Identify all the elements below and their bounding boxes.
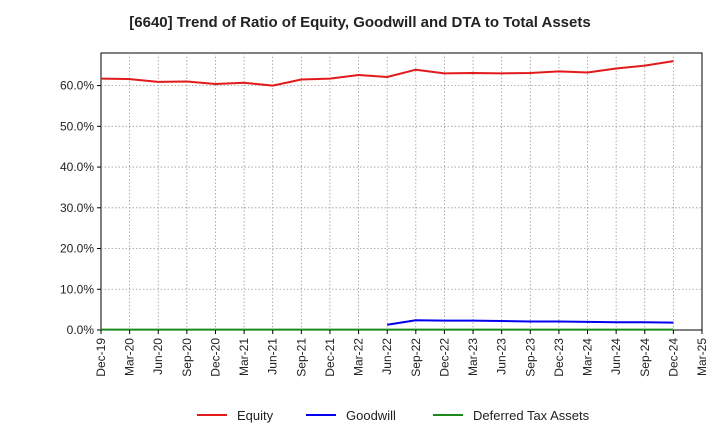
y-tick-label: 40.0% [60,160,94,174]
series-line-equity [100,60,674,87]
y-tick-label: 20.0% [60,242,94,256]
series-lines [100,60,674,331]
x-tick-label: Dec-24 [666,338,680,377]
plot-area [100,52,703,331]
x-tick-label: Jun-20 [151,338,165,375]
series-line-goodwill [387,319,674,326]
x-tick-label: Mar-20 [123,338,137,376]
x-tick-label: Dec-20 [208,338,222,377]
legend-label-goodwill: Goodwill [346,408,396,423]
y-tick-label: 50.0% [60,119,94,133]
x-tick-label: Jun-24 [609,338,623,375]
x-tick-label: Jun-23 [495,338,509,375]
x-tick-label: Sep-21 [294,338,308,377]
y-axis: 0.0% 10.0% 20.0% 30.0% 40.0% 50.0% 60.0% [60,79,101,337]
x-tick-label: Mar-22 [352,338,366,376]
legend-label-equity: Equity [237,408,274,423]
y-tick-label: 10.0% [60,282,94,296]
x-tick-label: Dec-22 [437,338,451,377]
x-tick-label: Mar-24 [581,338,595,376]
y-tick-label: 30.0% [60,201,94,215]
x-tick-label: Sep-23 [523,338,537,377]
x-tick-label: Sep-22 [409,338,423,377]
x-tick-label: Dec-19 [94,338,108,377]
legend-label-deferred-tax-assets: Deferred Tax Assets [473,408,590,423]
x-tick-label: Dec-23 [552,338,566,377]
chart-title: [6640] Trend of Ratio of Equity, Goodwil… [129,14,591,31]
x-tick-label: Jun-21 [266,338,280,375]
legend: Equity Goodwill Deferred Tax Assets [197,408,590,423]
x-tick-label: Sep-24 [638,338,652,377]
x-tick-label: Mar-23 [466,338,480,376]
y-tick-label: 0.0% [67,323,95,337]
x-tick-label: Jun-22 [380,338,394,375]
x-tick-label: Mar-25 [695,338,709,376]
x-axis: Dec-19 Mar-20 Jun-20 Sep-20 Dec-20 Mar-21 Jun-… [94,330,709,377]
x-tick-label: Mar-21 [237,338,251,376]
x-tick-label: Dec-21 [323,338,337,377]
x-tick-label: Sep-20 [180,338,194,377]
y-tick-label: 60.0% [60,79,94,93]
grid-lines [101,53,702,330]
